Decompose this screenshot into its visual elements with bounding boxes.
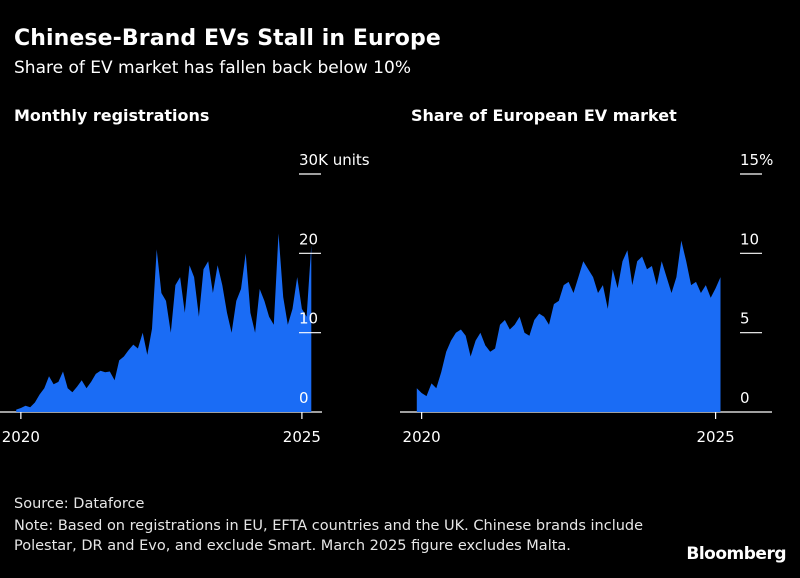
- registrations-ytick-label: 0: [299, 389, 309, 407]
- left-panel-title: Monthly registrations: [14, 106, 210, 125]
- share-ytick-label: 0: [740, 389, 750, 407]
- registrations-ytick-label: 10: [299, 310, 318, 328]
- share-area-series: [416, 240, 721, 412]
- share-xtick-label: 2020: [403, 428, 441, 446]
- chart-title: Chinese-Brand EVs Stall in Europe: [14, 26, 441, 51]
- source-text: Source: Dataforce: [14, 496, 145, 512]
- share-chart: 0 5 10 15% 2020 2025: [400, 151, 773, 446]
- share-ytick-label: 5: [740, 310, 750, 328]
- registrations-ytick-label: 20: [299, 230, 318, 248]
- registrations-xtick-label: 2025: [283, 428, 321, 446]
- share-ytick-label: 10: [740, 230, 759, 248]
- note-text: Note: Based on registrations in EU, EFTA…: [14, 518, 644, 554]
- registrations-ytick-label: 30K units: [299, 151, 370, 169]
- registrations-area-series: [16, 233, 312, 412]
- bloomberg-logo: Bloomberg: [686, 544, 786, 564]
- chart-subtitle: Share of EV market has fallen back below…: [14, 58, 411, 78]
- registrations-chart: 0 10 20 30K units 2020 2025: [0, 151, 370, 446]
- registrations-xtick-label: 2020: [2, 428, 40, 446]
- share-ytick-label: 15%: [740, 151, 773, 169]
- share-xtick-label: 2025: [697, 428, 735, 446]
- right-panel-title: Share of European EV market: [411, 106, 677, 125]
